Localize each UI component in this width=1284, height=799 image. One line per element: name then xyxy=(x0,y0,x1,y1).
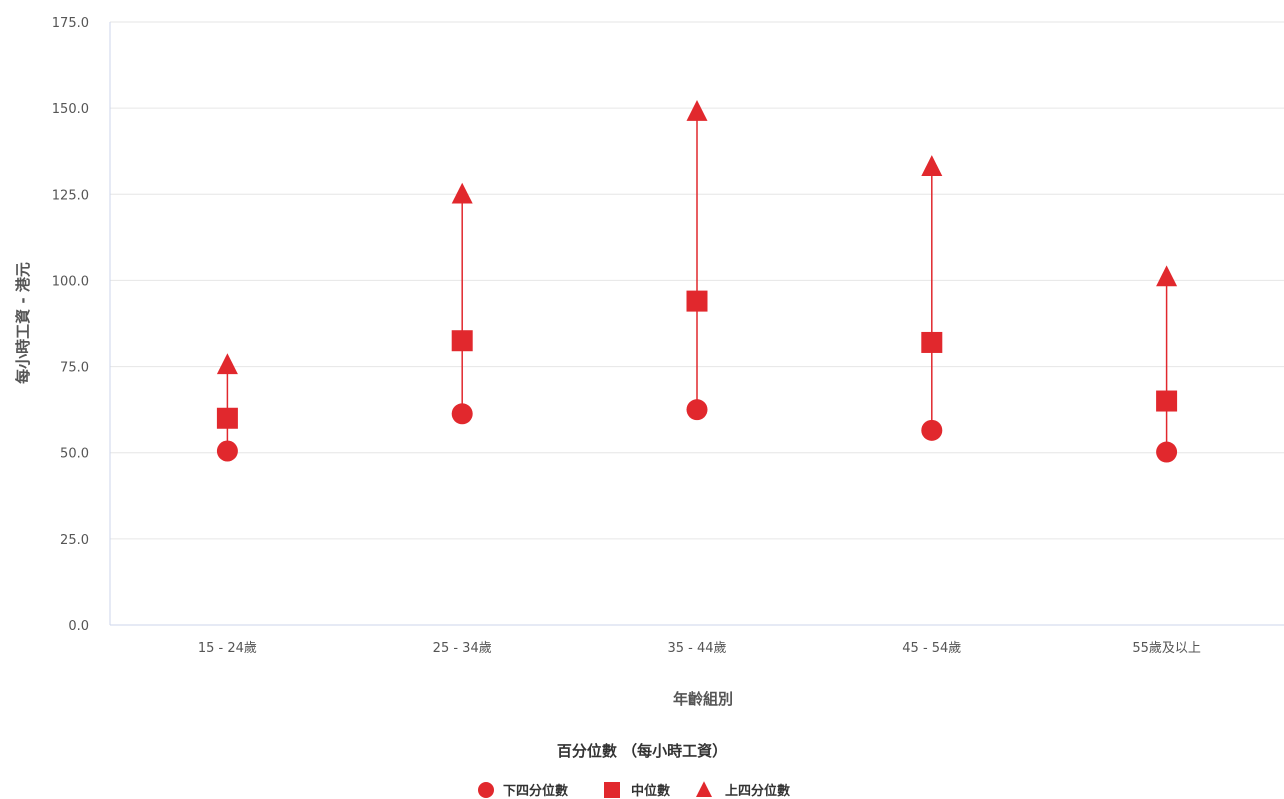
x-tick-label: 25 - 34歲 xyxy=(433,641,492,656)
y-axis-title: 每小時工資 - 港元 xyxy=(14,262,32,384)
legend-title: 百分位數 （每小時工資） xyxy=(557,742,727,760)
legend: 下四分位數 中位數 上四分位數 xyxy=(478,781,790,799)
x-axis-title: 年齡組別 xyxy=(673,690,733,708)
marker-triangle xyxy=(686,100,708,121)
legend-label: 中位數 xyxy=(631,783,670,799)
marker-square xyxy=(921,331,943,353)
marker-square xyxy=(1156,390,1178,412)
x-tick-label: 55歲及以上 xyxy=(1132,641,1201,656)
x-tick-label: 15 - 24歲 xyxy=(198,641,257,656)
legend-label: 上四分位數 xyxy=(725,783,790,799)
legend-marker-circle xyxy=(478,782,494,798)
marker-circle xyxy=(921,419,943,441)
legend-marker-square xyxy=(604,782,620,798)
marker-square xyxy=(686,290,708,312)
x-tick-label: 35 - 44歲 xyxy=(667,641,726,656)
marker-circle xyxy=(686,399,708,421)
y-tick-label: 100.0 xyxy=(52,274,89,289)
series-layer xyxy=(216,100,1178,463)
y-tick-label: 0.0 xyxy=(68,619,89,634)
marker-circle xyxy=(451,403,473,425)
x-tick-label: 45 - 54歲 xyxy=(902,641,961,656)
axis-layer: 0.0 25.0 50.0 75.0 100.0 125.0 150.0 175.0 15 - … xyxy=(52,16,1284,656)
y-tick-label: 75.0 xyxy=(60,361,89,376)
marker-triangle xyxy=(216,353,238,375)
legend-marker-triangle xyxy=(696,781,712,798)
marker-triangle xyxy=(1156,265,1178,287)
marker-triangle xyxy=(921,155,943,176)
marker-square xyxy=(216,407,238,429)
marker-circle xyxy=(216,440,238,462)
marker-triangle xyxy=(451,182,473,204)
y-tick-label: 175.0 xyxy=(52,16,89,31)
marker-circle xyxy=(1156,441,1178,463)
y-tick-label: 150.0 xyxy=(52,102,89,117)
legend-label: 下四分位數 xyxy=(503,783,568,799)
y-tick-label: 125.0 xyxy=(52,188,89,203)
marker-square xyxy=(451,330,473,352)
y-tick-label: 50.0 xyxy=(60,447,89,462)
y-tick-label: 25.0 xyxy=(60,533,89,548)
